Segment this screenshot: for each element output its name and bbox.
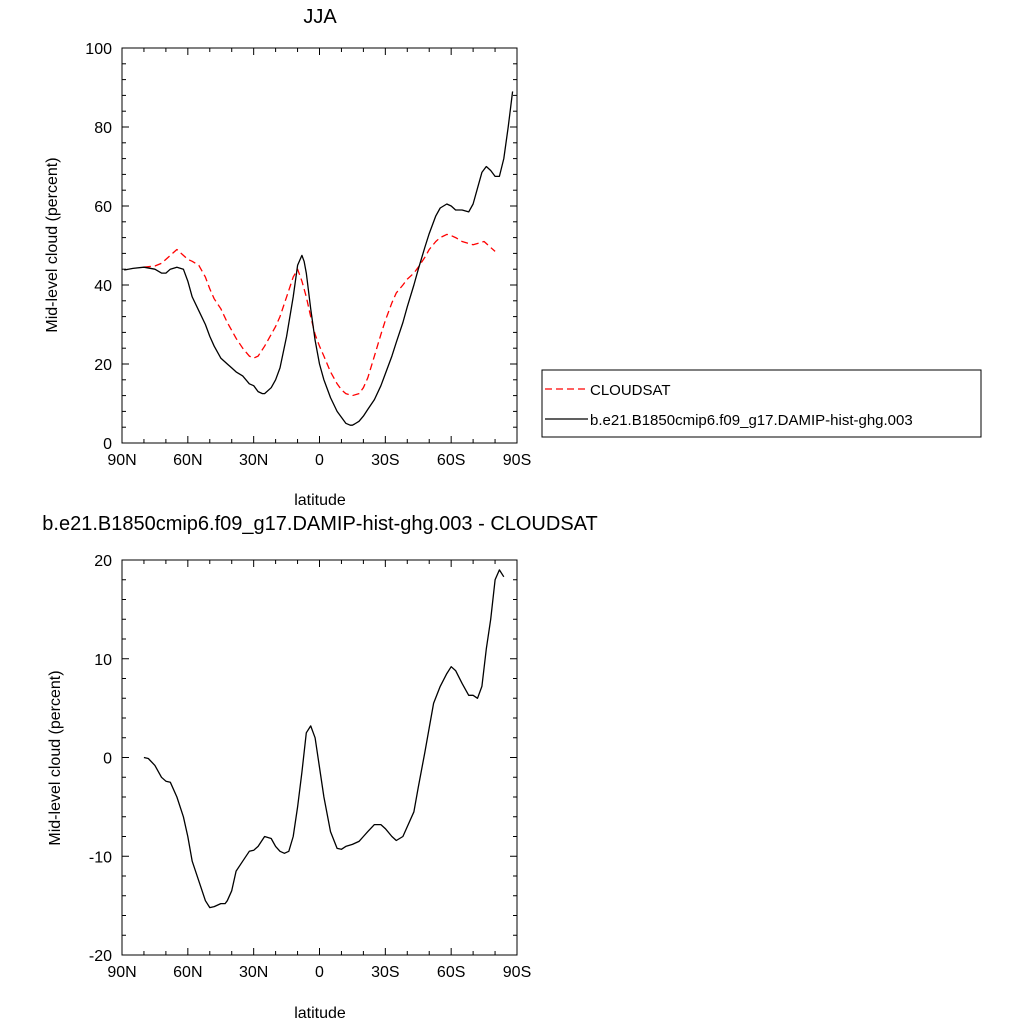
bottom-series-line-model	[143, 569, 505, 909]
top-panel: JJA 90N 60N 30N 0 30S 60S 90S 0 20 40 60 80 100 lati…	[44, 6, 531, 509]
bottom-y-tick-label: 0	[103, 751, 112, 768]
bottom-x-tick-label: 90S	[503, 964, 531, 981]
top-x-tick-label: 60N	[173, 452, 202, 469]
top-x-tick-label: 90S	[503, 452, 531, 469]
bottom-x-tick-label: 30N	[239, 964, 268, 981]
top-x-axis-title: latitude	[294, 492, 346, 509]
top-series-line-model	[124, 91, 514, 426]
top-y-tick-label: 100	[85, 41, 112, 58]
bottom-x-axis-title: latitude	[294, 1005, 346, 1022]
bottom-x-tick-label: 30S	[371, 964, 399, 981]
top-series-line-cloudsat	[143, 233, 496, 397]
bottom-x-tick-label: 60N	[173, 964, 202, 981]
top-plot-title: JJA	[303, 6, 337, 28]
top-plot-frame	[121, 47, 518, 444]
bottom-panel: b.e21.B1850cmip6.f09_g17.DAMIP-hist-ghg.…	[42, 513, 597, 1022]
top-x-tick-label: 30S	[371, 452, 399, 469]
top-x-tick-label: 60S	[437, 452, 465, 469]
bottom-x-tick-label: 0	[315, 964, 324, 981]
top-y-tick-label: 60	[94, 199, 112, 216]
top-x-tick-label: 90N	[107, 452, 136, 469]
legend-box	[541, 369, 982, 438]
bottom-x-tick-label: 60S	[437, 964, 465, 981]
legend-label-model: b.e21.B1850cmip6.f09_g17.DAMIP-hist-ghg.…	[590, 412, 913, 429]
top-y-tick-label: 20	[94, 357, 112, 374]
top-plot-area: 90N 60N 30N 0 30S 60S 90S 0 20 40 60 80 100	[85, 41, 531, 469]
top-y-tick-label: 40	[94, 278, 112, 295]
bottom-y-tick-label: -10	[89, 849, 112, 866]
bottom-plot-title: b.e21.B1850cmip6.f09_g17.DAMIP-hist-ghg.…	[42, 513, 597, 535]
bottom-y-tick-label: 10	[94, 652, 112, 669]
bottom-x-tick-label: 90N	[107, 964, 136, 981]
legend-label-cloudsat: CLOUDSAT	[590, 382, 671, 399]
bottom-plot-frame	[121, 559, 518, 956]
top-x-tick-label: 0	[315, 452, 324, 469]
top-x-tick-label: 30N	[239, 452, 268, 469]
top-y-axis-title: Mid-level cloud (percent)	[44, 157, 61, 332]
bottom-y-tick-label: 20	[94, 553, 112, 570]
top-y-tick-label: 80	[94, 120, 112, 137]
bottom-y-axis-title: Mid-level cloud (percent)	[47, 670, 64, 845]
legend: CLOUDSAT b.e21.B1850cmip6.f09_g17.DAMIP-…	[541, 369, 982, 438]
top-y-tick-label: 0	[103, 436, 112, 453]
bottom-y-tick-label: -20	[89, 948, 112, 965]
bottom-plot-area: 90N 60N 30N 0 30S 60S 90S -20 -10 0 10 20	[89, 553, 531, 981]
